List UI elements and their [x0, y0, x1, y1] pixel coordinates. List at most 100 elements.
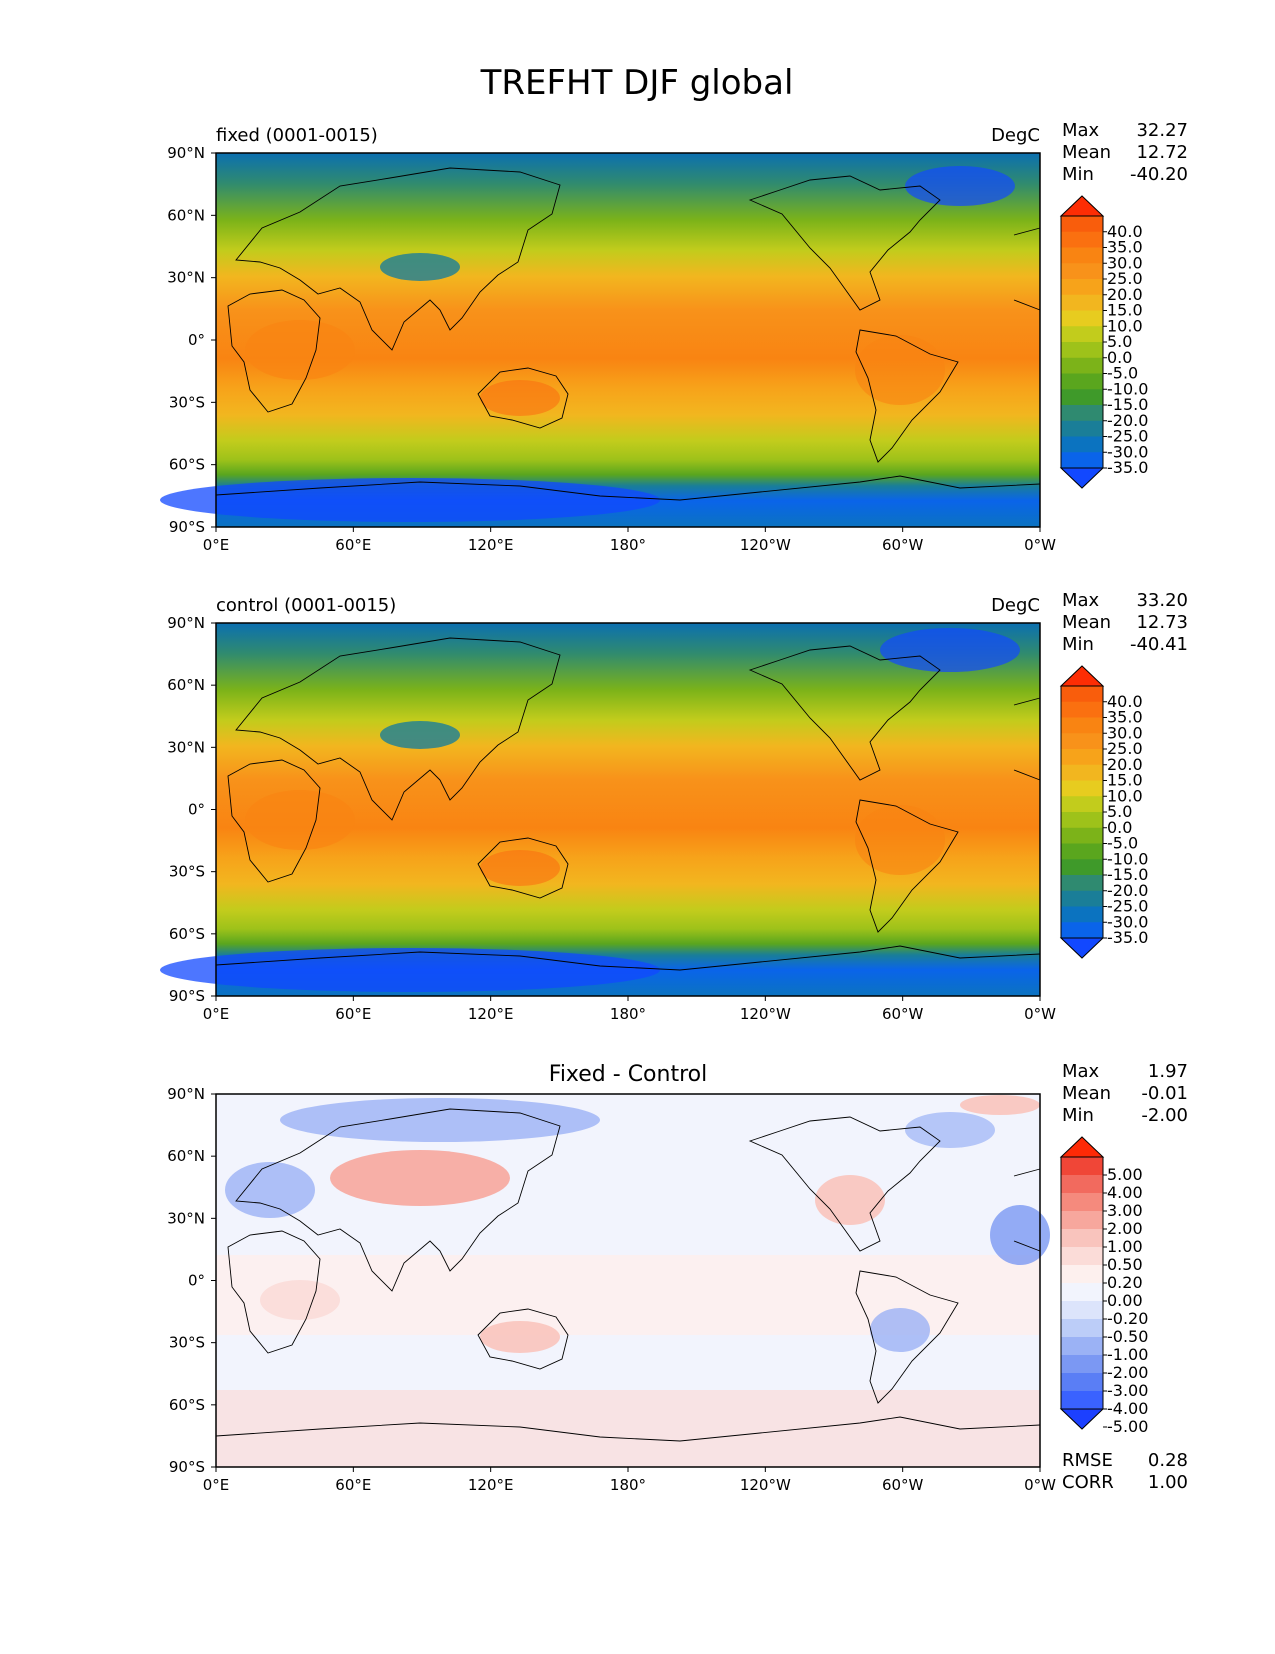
colorbar-segment — [1061, 1157, 1103, 1176]
colorbar-segment — [1061, 1301, 1103, 1320]
colorbar-label: -20.0 — [1107, 881, 1148, 900]
colorbar-label: -35.0 — [1107, 928, 1148, 947]
colorbar-segment — [1061, 717, 1103, 734]
colorbar-label: -5.0 — [1107, 834, 1138, 853]
stat-value: -0.01 — [1141, 1083, 1188, 1104]
y-tick-label: 0° — [188, 331, 205, 349]
y-tick-label: 60°S — [169, 456, 205, 474]
panel-center-title: Fixed - Control — [549, 1062, 707, 1087]
stat-label: Mean — [1062, 142, 1111, 163]
y-tick-label: 60°S — [169, 1396, 205, 1414]
x-tick-label: 60°E — [335, 536, 371, 554]
colorbar-label: 40.0 — [1107, 692, 1143, 711]
y-axis-ticks: 90°N 60°N 30°N 0° 30°S 60°S 90°S — [167, 144, 216, 536]
colorbar-label: 25.0 — [1107, 269, 1143, 288]
colorbar-segment — [1061, 405, 1103, 422]
colorbar-label: 0.20 — [1107, 1273, 1143, 1292]
stats-block: Max 32.27 Mean 12.72 Min -40.20 — [1062, 120, 1188, 185]
x-tick-label: 60°W — [882, 1476, 924, 1494]
panel-left-title: control (0001-0015) — [216, 595, 396, 616]
y-tick-label: 90°S — [169, 1458, 205, 1476]
x-tick-label: 120°W — [740, 1005, 791, 1023]
colorbar-segment — [1061, 373, 1103, 390]
colorbar-segment — [1061, 1283, 1103, 1302]
colorbar-label: -5.00 — [1107, 1417, 1148, 1436]
colorbar-segment — [1061, 890, 1103, 907]
colorbar-label: -25.0 — [1107, 427, 1148, 446]
colorbar-label: 15.0 — [1107, 771, 1143, 790]
stat-label: Min — [1062, 1105, 1094, 1126]
x-tick-label: 60°E — [335, 1476, 371, 1494]
colorbar-label: -1.00 — [1107, 1345, 1148, 1364]
colorbar-segment — [1061, 1319, 1103, 1338]
x-axis-ticks: 0°E 60°E 120°E 180° 120°W 60°W 0°W — [203, 527, 1056, 554]
colorbar-segment — [1061, 420, 1103, 437]
x-axis-ticks: 0°E 60°E 120°E 180° 120°W 60°W 0°W — [203, 1467, 1056, 1494]
colorbar-label: 3.00 — [1107, 1201, 1143, 1220]
y-tick-label: 60°N — [167, 206, 205, 224]
y-tick-label: 90°N — [167, 144, 205, 162]
stat-value: 1.00 — [1148, 1472, 1188, 1493]
colorbar-label: -20.0 — [1107, 411, 1148, 430]
colorbar-label: 25.0 — [1107, 739, 1143, 758]
stat-label: Max — [1062, 1061, 1100, 1082]
colorbar-label: -35.0 — [1107, 458, 1148, 477]
stat-value: -40.20 — [1130, 164, 1188, 185]
colorbar-label: 10.0 — [1107, 786, 1143, 805]
stat-value: 12.72 — [1136, 142, 1188, 163]
x-tick-label: 120°W — [740, 536, 791, 554]
colorbar-label: -0.50 — [1107, 1327, 1148, 1346]
colorbar-segment — [1061, 1193, 1103, 1212]
colorbar-label: 20.0 — [1107, 285, 1143, 304]
colorbar: 5.004.003.002.001.000.500.200.00-0.20-0.… — [1059, 1136, 1148, 1436]
stat-label: CORR — [1062, 1472, 1114, 1493]
colorbar-segment — [1061, 1211, 1103, 1230]
colorbar-label: -25.0 — [1107, 897, 1148, 916]
stat-value: -40.41 — [1130, 634, 1188, 655]
colorbar-segment — [1061, 812, 1103, 829]
colorbar-label: -3.00 — [1107, 1381, 1148, 1400]
colorbar-segment — [1061, 1175, 1103, 1194]
y-tick-label: 30°S — [169, 1334, 205, 1352]
colorbar-segment — [1061, 1247, 1103, 1266]
colorbar-extend-min — [1059, 937, 1105, 959]
colorbar-segment — [1061, 263, 1103, 280]
panel-difference: Fixed - Control 0°E 60°E 120°E 180 — [167, 1061, 1188, 1494]
stat-label: Mean — [1062, 612, 1111, 633]
x-tick-label: 180° — [610, 1476, 646, 1494]
stat-label: Mean — [1062, 1083, 1111, 1104]
colorbar-segment — [1061, 859, 1103, 876]
x-axis-ticks: 0°E 60°E 120°E 180° 120°W 60°W 0°W — [203, 996, 1056, 1023]
y-tick-label: 90°N — [167, 1085, 205, 1103]
colorbar-label: 40.0 — [1107, 222, 1143, 241]
colorbar-extend-max — [1059, 665, 1105, 687]
colorbar-segment — [1061, 796, 1103, 813]
colorbar-label: 0.50 — [1107, 1255, 1143, 1274]
colorbar-segment — [1061, 231, 1103, 248]
colorbar-label: -4.00 — [1107, 1399, 1148, 1418]
y-tick-label: 0° — [188, 801, 205, 819]
colorbar-segment — [1061, 1229, 1103, 1248]
x-tick-label: 0°W — [1024, 1476, 1056, 1494]
coastlines — [215, 1108, 1041, 1442]
x-tick-label: 0°E — [203, 1476, 230, 1494]
colorbar-label: -2.00 — [1107, 1363, 1148, 1382]
stat-value: 33.20 — [1136, 590, 1188, 611]
colorbar-label: 2.00 — [1107, 1219, 1143, 1238]
panel-fixed: fixed (0001-0015) DegC 0°E 60°E 120°E 180° 1… — [160, 120, 1188, 554]
stat-label: RMSE — [1062, 1450, 1113, 1471]
colorbar-segment — [1061, 843, 1103, 860]
colorbar-extend-min — [1059, 1408, 1105, 1430]
colorbar: 40.035.030.025.020.015.010.05.00.0-5.0-1… — [1059, 195, 1148, 489]
figure-title: TREFHT DJF global — [480, 63, 794, 103]
colorbar-label: -10.0 — [1107, 849, 1148, 868]
colorbar-segment — [1061, 875, 1103, 892]
stat-label: Max — [1062, 120, 1100, 141]
x-tick-label: 120°E — [468, 1476, 514, 1494]
colorbar-label: -15.0 — [1107, 865, 1148, 884]
colorbar-label: 0.00 — [1107, 1291, 1143, 1310]
x-tick-label: 0°W — [1024, 536, 1056, 554]
colorbar-segment — [1061, 452, 1103, 469]
colorbar-label: 20.0 — [1107, 755, 1143, 774]
